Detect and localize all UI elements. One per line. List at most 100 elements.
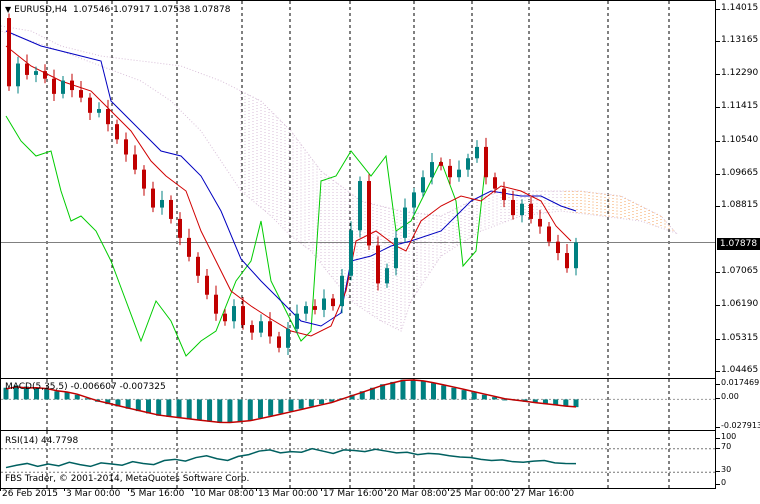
candle-body [259, 321, 263, 333]
bullish-candle [421, 170, 425, 197]
candle-body [169, 199, 173, 219]
bullish-candle [232, 299, 236, 329]
candle-body [412, 192, 416, 208]
axis-tick [716, 272, 720, 274]
candle-body [43, 71, 47, 79]
candle-body [133, 154, 137, 170]
candle-body [25, 63, 29, 75]
rsi-level-label: 0 [721, 478, 727, 487]
macd-canvas[interactable] [1, 379, 716, 431]
rsi-line [5, 447, 577, 469]
candle-body [52, 78, 56, 94]
bullish-candle [430, 152, 434, 185]
candle-body [61, 80, 65, 94]
time-tick [448, 488, 449, 491]
bearish-candle [547, 221, 551, 247]
macd-histogram-bar [54, 391, 60, 400]
axis-tick [716, 384, 720, 386]
macd-histogram-bar [64, 392, 70, 400]
macd-histogram-bar [186, 399, 192, 420]
candle-body [277, 336, 281, 348]
axis-tick [716, 140, 720, 142]
candle-body [403, 207, 407, 238]
candle-body [502, 188, 506, 200]
chevron-down-icon[interactable]: ▼ [5, 5, 12, 14]
rsi-canvas[interactable] [1, 431, 716, 489]
bullish-candle [475, 140, 479, 163]
candle-body [124, 139, 128, 155]
macd-histogram-bar [135, 399, 141, 412]
macd-histogram-bar [268, 399, 274, 416]
price-level-label: 1.06190 [721, 299, 759, 310]
bullish-candle [574, 237, 578, 276]
macd-histogram-bar [13, 385, 19, 400]
macd-histogram-bar [125, 399, 131, 409]
bearish-candle [331, 293, 335, 311]
bearish-candle [439, 157, 443, 171]
candle-body [529, 203, 533, 219]
bullish-candle [385, 263, 389, 288]
macd-histogram-bar [308, 399, 314, 407]
current-price-badge: 1.07878 [717, 238, 760, 250]
candle-body [268, 321, 272, 337]
macd-histogram-bar [156, 399, 162, 416]
macd-histogram-bar [105, 399, 111, 405]
rsi-panel[interactable]: RSI(14) 44.7798 [0, 430, 716, 489]
macd-histogram-bar [349, 394, 355, 400]
bearish-candle [484, 137, 488, 185]
price-level-label: 1.10540 [721, 134, 759, 145]
macd-histogram-bar [166, 399, 172, 417]
bearish-candle [52, 69, 56, 102]
kijun-line [5, 30, 577, 327]
bearish-candle [511, 190, 515, 220]
ichimoku-cloud [1, 25, 678, 332]
bearish-candle [169, 195, 173, 224]
macd-histogram-bar [319, 399, 325, 405]
macd-histogram-bar [44, 388, 50, 400]
bearish-candle [250, 320, 254, 340]
candle-body [106, 109, 110, 125]
candle-body [385, 268, 389, 284]
bearish-candle [151, 181, 155, 213]
candle-body [115, 124, 119, 140]
chikou-line [5, 115, 487, 357]
time-tick [512, 488, 513, 491]
candle-body [538, 218, 542, 227]
bearish-candle [313, 299, 317, 315]
rsi-level-label: 30 [721, 465, 732, 475]
price-chart-panel[interactable]: ▼ EURUSD,H4 1.07546 1.07917 1.07538 1.078… [0, 0, 716, 379]
candle-body [331, 298, 335, 307]
candle-body [484, 146, 488, 178]
macd-histogram-bar [451, 387, 457, 400]
time-label: 27 Mar 16:00 [514, 489, 575, 499]
macd-histogram-bar [502, 399, 508, 401]
candle-body [574, 242, 578, 269]
bullish-candle [349, 221, 353, 281]
bearish-candle [493, 172, 497, 194]
axis-tick [716, 41, 720, 43]
macd-histogram-bar [532, 399, 538, 403]
candle-body [349, 230, 353, 276]
macd-histogram-bar [298, 399, 304, 409]
axis-tick [716, 338, 720, 340]
axis-tick [716, 447, 720, 449]
candle-body [448, 165, 452, 178]
macd-signal-line [5, 379, 577, 424]
candle-body [367, 181, 371, 246]
macd-histogram-bar [288, 399, 294, 412]
bullish-candle [16, 56, 20, 94]
macd-histogram-bar [563, 399, 569, 407]
macd-histogram-bar [573, 399, 579, 408]
candle-body [340, 275, 344, 307]
axis-tick [716, 484, 720, 485]
bullish-candle [340, 268, 344, 314]
time-label: 5 Mar 16:00 [130, 489, 185, 499]
price-level-label: 1.09665 [721, 167, 759, 178]
candle-body [466, 158, 470, 170]
price-chart-canvas[interactable] [1, 1, 716, 379]
candle-body [142, 169, 146, 189]
candle-body [97, 109, 101, 113]
macd-panel[interactable]: MACD(5,35,5) -0.006607 -0.007325 [0, 378, 716, 431]
bearish-candle [277, 331, 281, 353]
macd-histogram-bar [34, 387, 40, 400]
